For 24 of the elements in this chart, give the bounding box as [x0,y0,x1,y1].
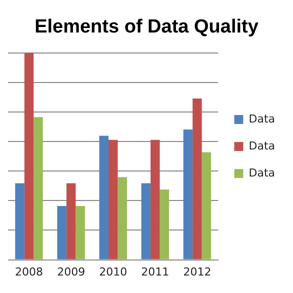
x-tick-label: 2009 [57,265,86,278]
x-tick-label: 2011 [141,265,170,278]
x-tick-label: 2012 [183,265,212,278]
bar [202,152,212,260]
bar [34,117,43,260]
bar [57,206,66,260]
bar [24,53,34,260]
x-tick-label: 2010 [99,265,128,278]
bar [118,177,127,260]
bar [99,136,108,260]
bar [66,183,76,260]
legend-label: Data [248,112,275,126]
legend-label: Data [248,139,275,152]
legend-label: Data [248,166,275,180]
bar [150,140,160,260]
bar [192,98,202,260]
x-tick-label: 2008 [15,265,44,278]
bar [160,189,170,260]
bar [76,206,85,260]
bar [183,130,193,260]
chart-title: Elements of Data Quality [34,16,259,38]
bar [141,183,151,260]
bar [108,140,118,260]
bar [15,183,24,260]
